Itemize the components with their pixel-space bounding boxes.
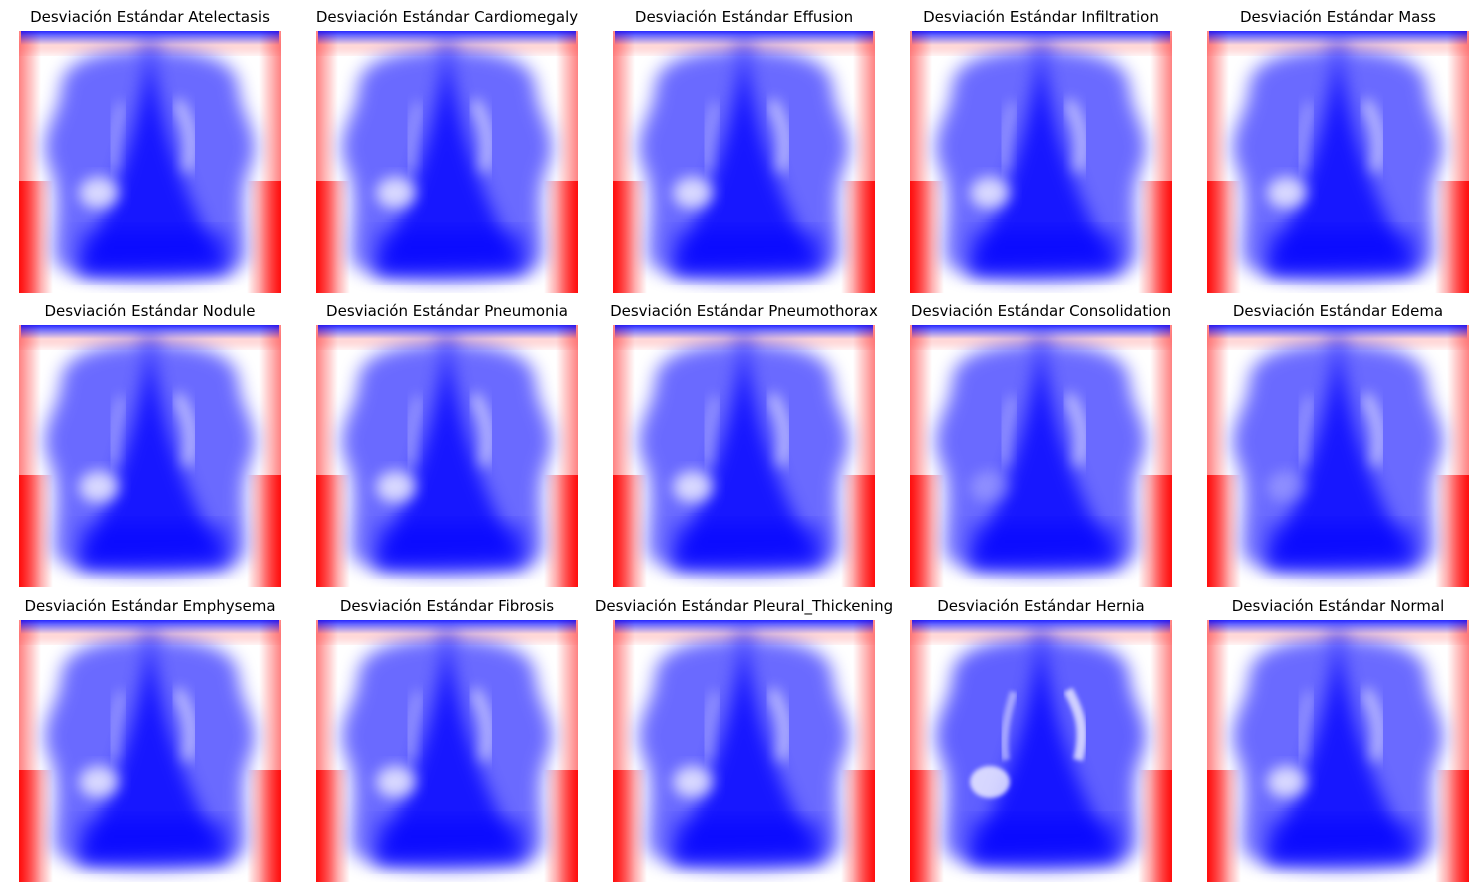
std-heatmap-image	[1207, 325, 1469, 587]
std-heatmap-image	[316, 620, 578, 882]
panel-title: Desviación Estándar Consolidation	[910, 302, 1172, 320]
std-heatmap-image	[910, 620, 1172, 882]
panel-title: Desviación Estándar Effusion	[634, 8, 854, 26]
panel-title: Desviación Estándar Edema	[1232, 302, 1444, 320]
panel-title: Desviación Estándar Fibrosis	[339, 597, 555, 615]
panel-title: Desviación Estándar Pneumothorax	[610, 302, 878, 320]
panel-title: Desviación Estándar Mass	[1240, 8, 1436, 26]
std-heatmap-image	[613, 31, 875, 293]
std-heatmap-image	[1207, 620, 1469, 882]
panel-title: Desviación Estándar Cardiomegaly	[315, 8, 579, 26]
std-heatmap-image	[316, 31, 578, 293]
panel-title: Desviación Estándar Atelectasis	[30, 8, 270, 26]
panel-title: Desviación Estándar Pneumonia	[326, 302, 568, 320]
panel-title: Desviación Estándar Infiltration	[923, 8, 1159, 26]
std-heatmap-image	[19, 31, 281, 293]
std-heatmap-image	[613, 325, 875, 587]
std-heatmap-image	[1207, 31, 1469, 293]
std-heatmap-image	[316, 325, 578, 587]
panel-title: Desviación Estándar Normal	[1231, 597, 1445, 615]
panel-title: Desviación Estándar Nodule	[44, 302, 256, 320]
panel-title: Desviación Estándar Emphysema	[24, 597, 276, 615]
std-heatmap-image	[19, 325, 281, 587]
std-heatmap-image	[19, 620, 281, 882]
std-heatmap-image	[910, 325, 1172, 587]
panel-title: Desviación Estándar Hernia	[937, 597, 1145, 615]
std-heatmap-image	[613, 620, 875, 882]
panel-title: Desviación Estándar Pleural_Thickening	[594, 597, 894, 615]
std-heatmap-image	[910, 31, 1172, 293]
